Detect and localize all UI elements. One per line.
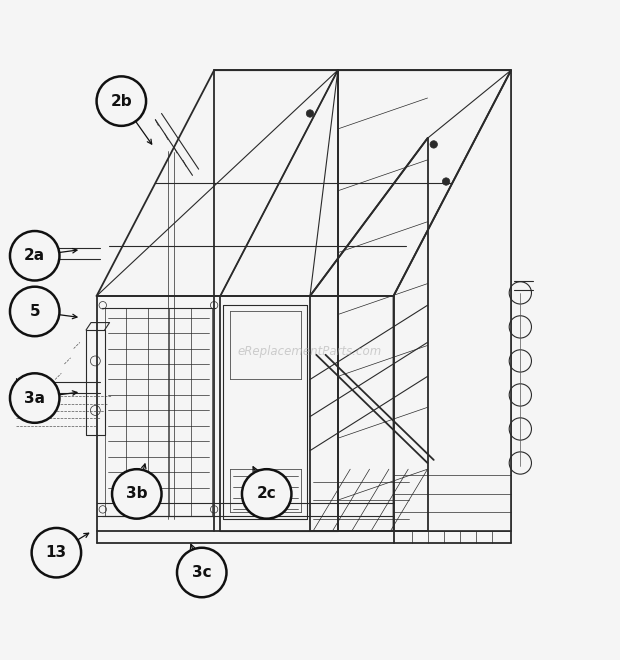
Circle shape xyxy=(97,77,146,126)
Circle shape xyxy=(242,469,291,519)
Circle shape xyxy=(112,469,162,519)
Text: 3a: 3a xyxy=(24,391,45,405)
Circle shape xyxy=(177,548,226,597)
Circle shape xyxy=(32,528,81,578)
Circle shape xyxy=(443,178,450,185)
Text: 13: 13 xyxy=(46,545,67,560)
Circle shape xyxy=(306,110,314,117)
Circle shape xyxy=(430,141,438,148)
Text: eReplacementParts.com: eReplacementParts.com xyxy=(238,345,382,358)
Circle shape xyxy=(10,374,60,423)
Text: 3c: 3c xyxy=(192,565,211,580)
Text: 5: 5 xyxy=(29,304,40,319)
Text: 2a: 2a xyxy=(24,248,45,263)
Circle shape xyxy=(10,231,60,280)
Circle shape xyxy=(10,286,60,336)
Text: 3b: 3b xyxy=(126,486,148,502)
Text: 2b: 2b xyxy=(110,94,132,109)
Text: 2c: 2c xyxy=(257,486,277,502)
